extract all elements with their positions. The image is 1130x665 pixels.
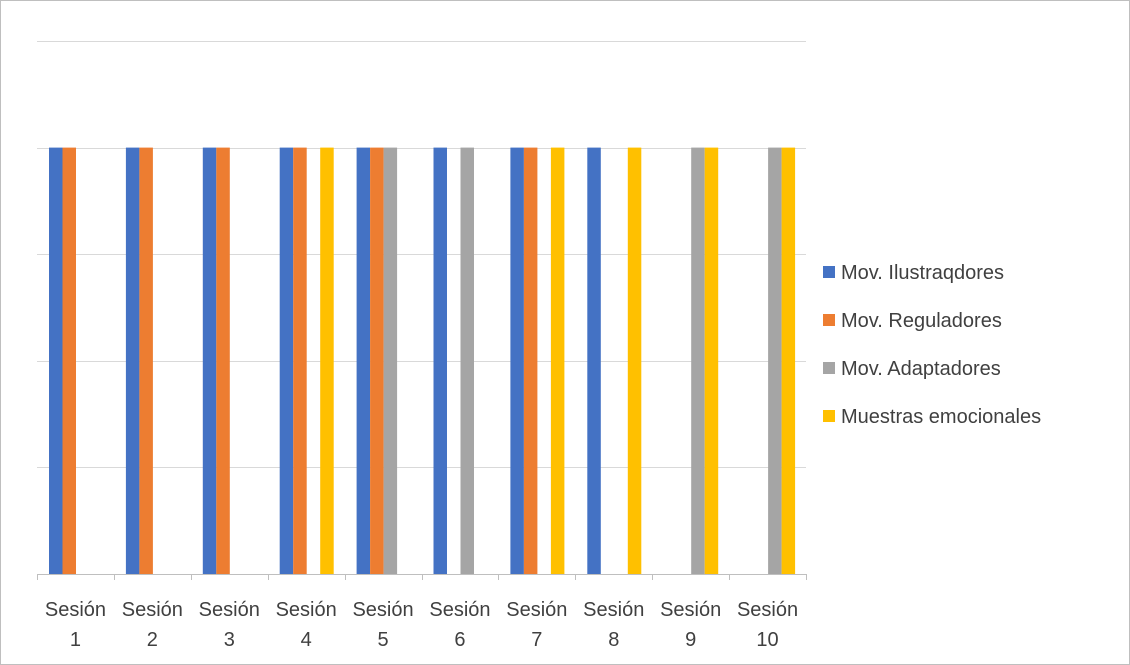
bar xyxy=(383,147,398,574)
bar xyxy=(691,147,705,574)
legend-label: Mov. Reguladores xyxy=(841,310,1002,332)
bar xyxy=(125,147,140,574)
bar xyxy=(216,147,230,574)
bar xyxy=(460,147,474,574)
bars xyxy=(49,147,796,574)
legend-label: Mov. Ilustraqdores xyxy=(841,262,1004,284)
legend-swatch xyxy=(823,314,835,326)
legend-swatch xyxy=(823,362,835,374)
gridlines xyxy=(37,41,806,468)
x-tick-labels: Sesión 1 Sesión 2 Sesión 3 Sesión 4 Sesión 5 Sesió… xyxy=(45,599,798,651)
bar xyxy=(550,147,565,574)
bar xyxy=(768,147,782,574)
bar xyxy=(356,147,371,574)
bar xyxy=(49,147,63,574)
x-tick-label: Sesión 10 xyxy=(737,599,798,651)
legend-label: Mov. Adaptadores xyxy=(841,358,1001,380)
bar xyxy=(320,147,334,574)
x-tick-label: Sesión 2 xyxy=(122,599,183,651)
legend-swatch xyxy=(823,410,835,422)
x-tick-label: Sesión 3 xyxy=(199,599,260,651)
x-tick-label: Sesión 5 xyxy=(352,599,413,651)
legend: Mov. Ilustraqdores Mov. Reguladores Mov. A… xyxy=(823,262,1041,428)
x-tick-label: Sesión 7 xyxy=(506,599,567,651)
bar xyxy=(781,147,796,574)
bar xyxy=(510,147,524,574)
x-tick-label: Sesión 6 xyxy=(429,599,490,651)
bar xyxy=(587,147,601,574)
bar xyxy=(370,147,384,574)
x-axis xyxy=(37,574,807,580)
bar xyxy=(279,147,294,574)
bar xyxy=(523,147,538,574)
bar xyxy=(627,147,642,574)
legend-swatch xyxy=(823,266,835,278)
bar xyxy=(293,147,307,574)
bar xyxy=(704,147,719,574)
bar xyxy=(202,147,217,574)
legend-item: Mov. Adaptadores xyxy=(823,358,1001,380)
x-tick-label: Sesión 4 xyxy=(276,599,337,651)
bar xyxy=(139,147,153,574)
legend-label: Muestras emocionales xyxy=(841,406,1041,428)
legend-item: Mov. Ilustraqdores xyxy=(823,262,1004,284)
x-tick-label: Sesión 9 xyxy=(660,599,721,651)
legend-item: Muestras emocionales xyxy=(823,406,1041,428)
bar xyxy=(62,147,76,574)
x-tick-label: Sesión 1 xyxy=(45,599,106,651)
bar xyxy=(433,147,447,574)
x-tick-label: Sesión 8 xyxy=(583,599,644,651)
legend-item: Mov. Reguladores xyxy=(823,310,1002,332)
